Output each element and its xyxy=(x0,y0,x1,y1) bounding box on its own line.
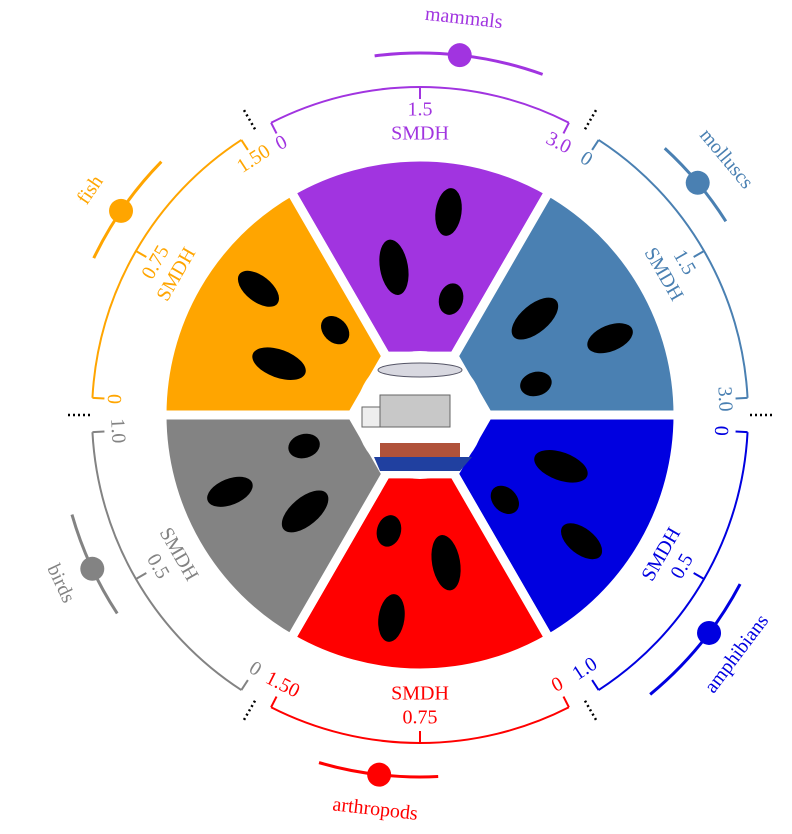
value-dot xyxy=(80,557,104,581)
boundary-dots xyxy=(585,108,597,129)
boundary-dots xyxy=(585,701,597,722)
boundary-dots xyxy=(243,108,255,129)
tick-label: 0 xyxy=(245,657,265,681)
tick-mark xyxy=(136,573,146,579)
tick-mark xyxy=(241,680,248,690)
tick-label: 0 xyxy=(272,131,291,155)
tick-label: 1.5 xyxy=(408,99,433,121)
boundary-dots xyxy=(243,701,255,722)
group-name: birds xyxy=(43,561,80,607)
tick-mark xyxy=(241,140,248,150)
value-dot xyxy=(367,763,391,787)
group-name: arthropods xyxy=(332,793,420,825)
tick-label: 1.50 xyxy=(233,140,274,178)
tick-label: 1.50 xyxy=(262,667,303,702)
value-dot xyxy=(697,621,721,645)
value-dot xyxy=(448,43,472,67)
tick-label: 0 xyxy=(576,147,596,171)
group-name: mammals xyxy=(424,3,504,33)
group-name: fish xyxy=(73,171,108,208)
tick-label: 0 xyxy=(711,425,733,436)
truck-cab xyxy=(362,407,380,427)
page: 01.53.0SMDHmammals01.53.0SMDHmolluscs00.… xyxy=(0,0,792,834)
ship-hull xyxy=(374,457,472,471)
tick-mark xyxy=(271,123,276,134)
axis-label: SMDH xyxy=(391,123,449,145)
tick-label: 0.75 xyxy=(403,707,438,729)
chart: 01.53.0SMDHmammals01.53.0SMDHmolluscs00.… xyxy=(0,0,792,834)
tick-mark xyxy=(694,573,704,579)
tick-mark xyxy=(92,432,104,433)
tick-mark xyxy=(592,140,599,150)
truck-icon xyxy=(380,395,450,427)
tick-mark xyxy=(592,680,599,690)
tick-label: 1.0 xyxy=(568,653,601,685)
tick-mark xyxy=(736,432,748,433)
tick-mark xyxy=(736,398,748,399)
tick-label: 1.0 xyxy=(106,418,129,444)
tick-label: 3.0 xyxy=(713,386,736,412)
tick-mark xyxy=(92,398,104,399)
value-dot xyxy=(686,171,710,195)
axis-label: SMDH xyxy=(391,683,449,705)
tick-label: 3.0 xyxy=(543,127,575,158)
plane-icon xyxy=(378,363,462,377)
ship-cargo xyxy=(380,443,460,457)
tick-mark xyxy=(563,697,568,708)
tick-mark xyxy=(136,251,146,257)
value-dot xyxy=(109,199,133,223)
tick-mark xyxy=(563,123,568,134)
tick-mark xyxy=(271,697,276,708)
tick-label: 0 xyxy=(548,673,567,697)
tick-label: 0 xyxy=(104,393,126,404)
tick-mark xyxy=(694,251,704,257)
